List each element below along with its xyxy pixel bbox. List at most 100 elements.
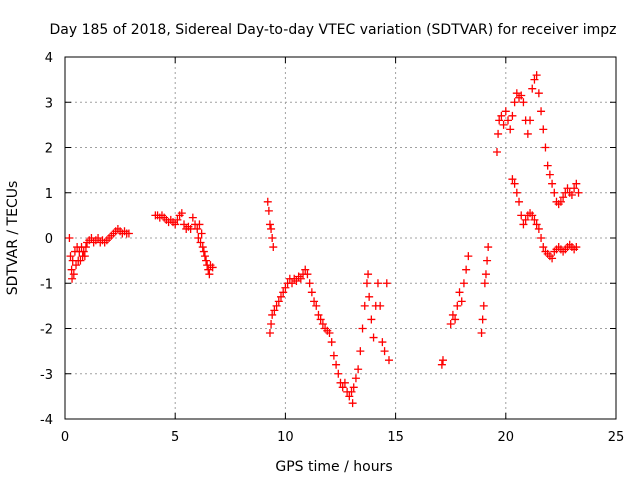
- data-point: [276, 292, 285, 301]
- data-point: [448, 310, 457, 319]
- data-point: [360, 301, 369, 310]
- data-point: [301, 265, 310, 274]
- data-point: [196, 238, 205, 247]
- data-point: [373, 279, 382, 288]
- data-point: [349, 383, 358, 392]
- x-tick-label: 10: [277, 430, 294, 445]
- y-tick-label: 4: [45, 51, 53, 66]
- data-point: [354, 365, 363, 374]
- data-point: [312, 301, 321, 310]
- data-point: [369, 333, 378, 342]
- data-point: [570, 184, 579, 193]
- data-point: [338, 383, 347, 392]
- data-point: [268, 310, 277, 319]
- data-point: [492, 148, 501, 157]
- data-point: [318, 319, 327, 328]
- data-point: [351, 374, 360, 383]
- data-point: [537, 234, 546, 242]
- y-tick-label: -1: [40, 277, 53, 292]
- y-tick-label: 3: [45, 96, 53, 111]
- data-point: [446, 319, 455, 328]
- data-point: [528, 84, 537, 93]
- data-point: [345, 392, 354, 401]
- data-point: [279, 288, 288, 297]
- data-point: [173, 215, 182, 224]
- data-point: [457, 297, 466, 306]
- data-point: [79, 247, 88, 256]
- data-point: [512, 188, 521, 197]
- data-point: [508, 111, 517, 120]
- data-point: [534, 224, 543, 233]
- x-tick-label: 5: [171, 430, 179, 445]
- data-point: [574, 188, 583, 197]
- data-point: [494, 129, 503, 138]
- y-tick-label: -2: [40, 323, 53, 338]
- y-tick-label: -4: [40, 413, 53, 428]
- data-point: [510, 98, 519, 107]
- data-point: [265, 329, 274, 338]
- data-point: [365, 292, 374, 301]
- data-point: [208, 263, 217, 272]
- data-point: [462, 265, 471, 274]
- data-point: [340, 378, 349, 387]
- data-point: [200, 252, 209, 261]
- data-point: [479, 301, 488, 310]
- data-point: [202, 256, 211, 265]
- data-point: [364, 270, 373, 279]
- data-point: [384, 356, 393, 365]
- tick-labels: 0 5 10 15 20 25 -4 -3 -2 -1 0 1 2 3 4: [40, 51, 624, 445]
- data-point: [367, 315, 376, 324]
- data-point: [329, 351, 338, 360]
- grid-lines: [65, 57, 616, 419]
- data-point: [268, 234, 277, 242]
- data-point: [198, 243, 207, 252]
- data-point: [264, 206, 273, 215]
- data-point: [464, 252, 473, 261]
- data-point: [539, 243, 548, 252]
- data-point: [559, 193, 568, 202]
- data-point: [194, 234, 203, 242]
- data-point: [348, 399, 357, 408]
- data-point: [519, 220, 528, 229]
- data-point: [550, 188, 559, 197]
- data-point: [76, 256, 85, 265]
- data-point: [526, 116, 535, 125]
- data-point: [180, 220, 189, 229]
- data-point: [358, 324, 367, 333]
- x-tick-label: 25: [608, 430, 625, 445]
- data-point: [307, 288, 316, 297]
- y-tick-label: 1: [45, 187, 53, 202]
- data-point: [521, 215, 530, 224]
- data-point: [347, 387, 356, 396]
- data-point: [532, 220, 541, 229]
- data-point: [539, 125, 548, 134]
- data-point: [188, 213, 197, 222]
- data-point: [69, 270, 78, 279]
- data-point: [510, 179, 519, 188]
- data-point: [269, 243, 278, 252]
- data-point: [65, 234, 74, 242]
- data-point: [177, 209, 186, 218]
- data-point: [499, 120, 508, 129]
- data-point: [438, 356, 447, 365]
- data-point: [506, 125, 515, 134]
- data-point: [296, 274, 305, 283]
- data-point: [380, 347, 389, 356]
- data-point: [455, 288, 464, 297]
- data-point: [497, 111, 506, 120]
- y-tick-label: -3: [40, 368, 53, 383]
- data-point: [548, 179, 557, 188]
- x-tick-label: 0: [61, 430, 69, 445]
- data-point: [199, 247, 208, 256]
- data-point: [378, 338, 387, 347]
- data-point: [572, 179, 581, 188]
- data-point: [205, 270, 214, 279]
- data-point: [523, 129, 532, 138]
- data-point: [171, 220, 180, 229]
- data-point: [314, 310, 323, 319]
- data-point: [477, 329, 486, 338]
- data-point: [193, 224, 202, 233]
- data-point: [281, 283, 290, 292]
- data-point: [270, 306, 279, 315]
- data-point: [537, 107, 546, 116]
